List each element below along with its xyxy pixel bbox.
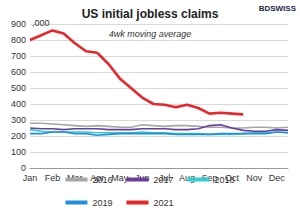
- svg-text:300: 300: [11, 115, 26, 125]
- svg-text:2017: 2017: [153, 175, 173, 185]
- svg-text:0: 0: [21, 163, 26, 173]
- svg-text:Feb: Feb: [45, 173, 61, 183]
- svg-text:2019: 2019: [92, 198, 112, 208]
- svg-text:600: 600: [11, 67, 26, 77]
- svg-text:900: 900: [11, 19, 26, 29]
- svg-text:200: 200: [11, 131, 26, 141]
- svg-text:US initial jobless claims: US initial jobless claims: [82, 7, 219, 21]
- svg-text:400: 400: [11, 99, 26, 109]
- svg-text:Nov: Nov: [246, 173, 263, 183]
- svg-text:Dec: Dec: [269, 173, 286, 183]
- svg-text:500: 500: [11, 83, 26, 93]
- svg-text:800: 800: [11, 35, 26, 45]
- svg-text:Aug: Aug: [179, 172, 196, 183]
- svg-text:BDSWISS: BDSWISS: [259, 4, 297, 13]
- svg-text:Jan: Jan: [23, 173, 38, 183]
- svg-text:2016: 2016: [92, 175, 112, 185]
- svg-text:2018: 2018: [215, 175, 235, 185]
- svg-text:4wk moving average: 4wk moving average: [109, 29, 192, 39]
- svg-text:2021: 2021: [153, 198, 173, 208]
- svg-text:May: May: [111, 173, 129, 183]
- svg-text:700: 700: [11, 51, 26, 61]
- svg-text:100: 100: [11, 147, 26, 157]
- svg-text:,000: ,000: [32, 18, 50, 28]
